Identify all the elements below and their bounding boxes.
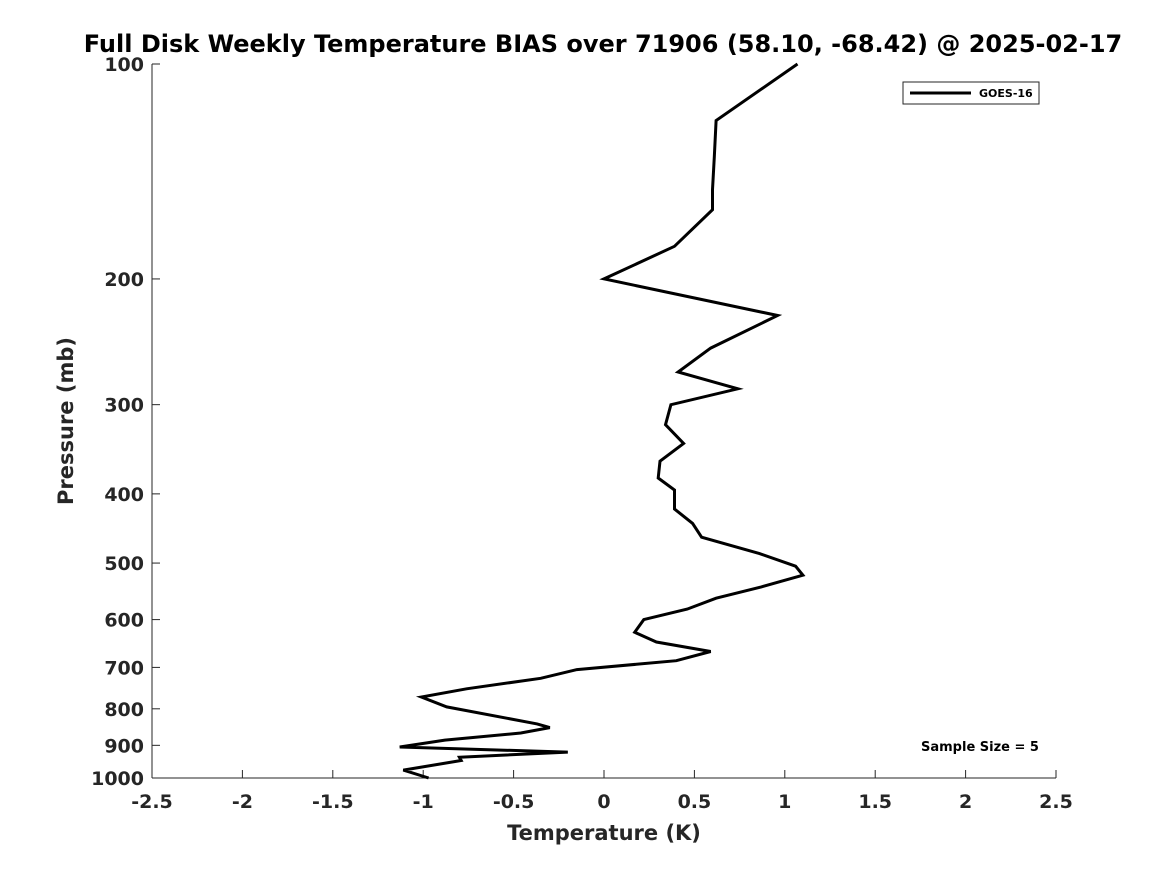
series-line-goes-16 bbox=[399, 62, 806, 780]
y-tick-label: 800 bbox=[104, 699, 144, 721]
sample-size-annotation: Sample Size = 5 bbox=[921, 740, 1039, 755]
x-ticks: -2.5 -2 -1.5 -1 -0.5 0 0.5 1 1.5 2 2.5 bbox=[131, 770, 1073, 813]
x-tick-label: 1.5 bbox=[858, 791, 892, 813]
y-tick-label: 900 bbox=[104, 735, 144, 757]
chart-title: Full Disk Weekly Temperature BIAS over 7… bbox=[84, 30, 1123, 58]
series-layer bbox=[399, 62, 806, 780]
y-axis-label: Pressure (mb) bbox=[54, 337, 78, 505]
plot-area: -2.5 -2 -1.5 -1 -0.5 0 0.5 1 1.5 2 2.5 100 200 300 40… bbox=[91, 54, 1073, 813]
x-tick-label: -1.5 bbox=[312, 791, 354, 813]
legend-label: GOES-16 bbox=[979, 87, 1033, 100]
x-tick-label: 0.5 bbox=[678, 791, 712, 813]
y-tick-label: 500 bbox=[104, 553, 144, 575]
x-tick-label: 1 bbox=[778, 791, 791, 813]
y-tick-label: 600 bbox=[104, 610, 144, 632]
y-tick-label: 300 bbox=[104, 395, 144, 417]
x-tick-label: -1 bbox=[413, 791, 434, 813]
y-tick-label: 100 bbox=[104, 54, 144, 76]
x-tick-label: -0.5 bbox=[493, 791, 535, 813]
x-tick-label: 2 bbox=[959, 791, 972, 813]
x-tick-label: -2 bbox=[232, 791, 253, 813]
y-tick-label: 1000 bbox=[91, 768, 144, 790]
y-tick-label: 700 bbox=[104, 657, 144, 679]
legend: GOES-16 bbox=[902, 81, 1040, 105]
y-tick-label: 400 bbox=[104, 484, 144, 506]
x-tick-label: 0 bbox=[597, 791, 610, 813]
y-ticks: 100 200 300 400 500 600 700 800 900 1000 bbox=[91, 54, 160, 790]
x-axis-label: Temperature (K) bbox=[507, 821, 701, 845]
x-tick-label: 2.5 bbox=[1039, 791, 1073, 813]
x-tick-label: -2.5 bbox=[131, 791, 173, 813]
y-tick-label: 200 bbox=[104, 269, 144, 291]
